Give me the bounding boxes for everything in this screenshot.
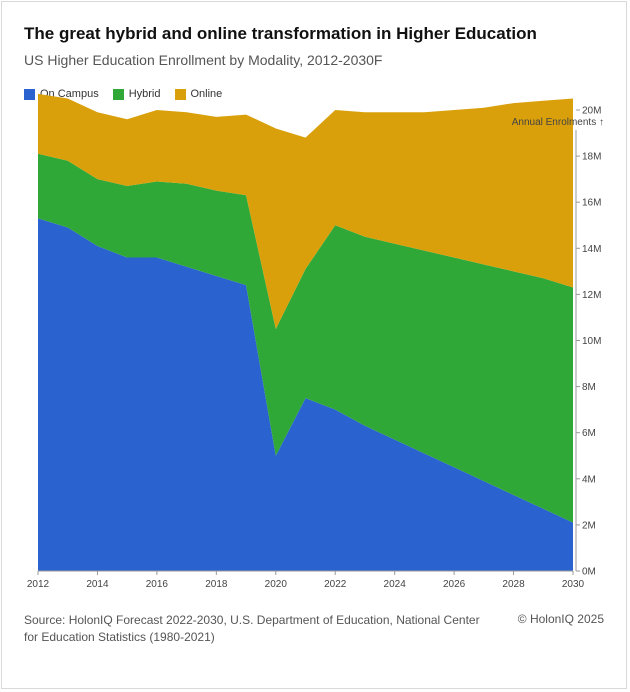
x-tick-label-2012: 2012 bbox=[27, 579, 50, 590]
y-tick-label-6M: 6M bbox=[582, 428, 596, 439]
area-online bbox=[38, 93, 573, 329]
y-tick-label-4M: 4M bbox=[582, 474, 596, 485]
x-tick-label-2024: 2024 bbox=[384, 579, 407, 590]
y-axis-label: Annual Enrolments ↑ bbox=[512, 117, 604, 128]
area-on-campus bbox=[38, 218, 573, 571]
copyright-note: © HolonIQ 2025 bbox=[517, 612, 604, 626]
legend-label-online: Online bbox=[190, 88, 223, 100]
chart-title: The great hybrid and online transformati… bbox=[24, 24, 537, 43]
y-tick-label-16M: 16M bbox=[582, 198, 601, 209]
y-tick-label-12M: 12M bbox=[582, 290, 601, 301]
x-tick-label-2026: 2026 bbox=[443, 579, 466, 590]
y-tick-label-18M: 18M bbox=[582, 152, 601, 163]
y-tick-label-8M: 8M bbox=[582, 382, 596, 393]
y-tick-label-10M: 10M bbox=[582, 336, 601, 347]
x-tick-label-2018: 2018 bbox=[205, 579, 228, 590]
legend-item-hybrid[interactable]: Hybrid bbox=[112, 88, 161, 100]
x-tick-label-2016: 2016 bbox=[146, 579, 169, 590]
y-tick-label-14M: 14M bbox=[582, 244, 601, 255]
source-note: Source: HolonIQ Forecast 2022-2030, U.S.… bbox=[24, 613, 480, 644]
x-tick-label-2030: 2030 bbox=[562, 579, 585, 590]
legend-swatch-online bbox=[174, 88, 186, 100]
legend: On Campus Hybrid Online bbox=[24, 88, 222, 100]
x-tick-label-2028: 2028 bbox=[502, 579, 525, 590]
legend-swatch-hybrid bbox=[112, 88, 124, 100]
x-tick-label-2020: 2020 bbox=[265, 579, 288, 590]
area-hybrid bbox=[38, 153, 573, 523]
x-tick-label-2022: 2022 bbox=[324, 579, 347, 590]
legend-swatch-on-campus bbox=[24, 88, 35, 100]
y-tick-label-0M: 0M bbox=[582, 567, 596, 578]
chart-subtitle: US Higher Education Enrollment by Modali… bbox=[24, 52, 383, 68]
legend-item-online[interactable]: Online bbox=[174, 88, 223, 100]
x-tick-label-2014: 2014 bbox=[86, 579, 109, 590]
legend-label-hybrid: Hybrid bbox=[128, 88, 161, 100]
y-tick-label-20M: 20M bbox=[582, 106, 601, 117]
y-tick-label-2M: 2M bbox=[582, 520, 596, 531]
